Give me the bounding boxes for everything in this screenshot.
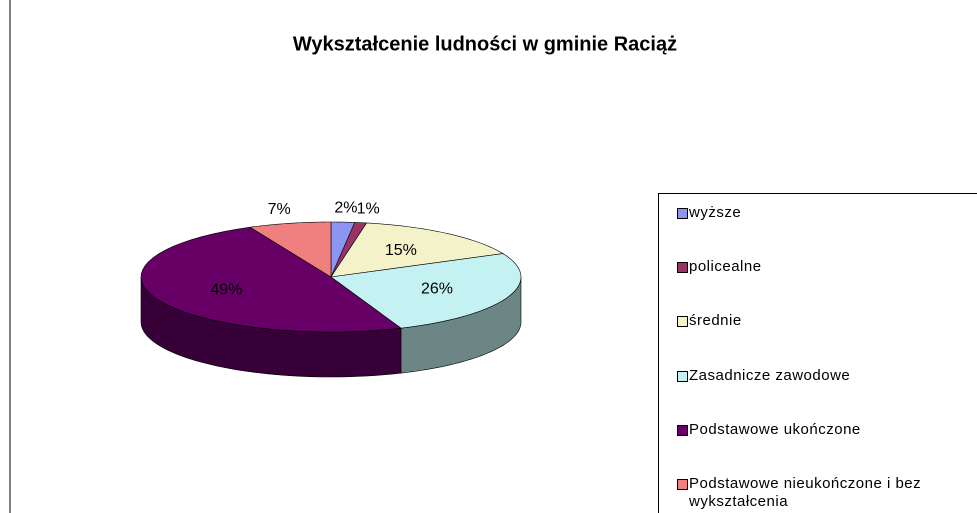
legend-label: Zasadnicze zawodowe <box>689 366 851 384</box>
legend-swatch <box>677 479 688 490</box>
legend-item: Zasadnicze zawodowe <box>677 367 967 385</box>
pie-slice <box>140 226 402 333</box>
legend-item: wyższe <box>677 204 967 222</box>
legend-label: Podstawowe nieukończone i bez wykształce… <box>689 475 922 510</box>
data-label: 49% <box>210 281 242 298</box>
legend-label: średnie <box>689 312 742 330</box>
legend-swatch <box>677 262 688 274</box>
pie-slice <box>330 222 504 278</box>
legend-item: Podstawowe nieukończone i bez wykształce… <box>677 475 967 511</box>
chart-title: Wykształcenie ludności w gminie Raciąż <box>293 33 677 55</box>
pie-slice <box>249 221 332 278</box>
legend-item: policealne <box>677 258 967 276</box>
data-label: 15% <box>385 242 417 259</box>
legend-swatch <box>677 208 688 219</box>
data-label: 26% <box>421 280 453 297</box>
legend-label: policealne <box>689 258 762 276</box>
legend-swatch <box>677 424 688 436</box>
pie-slice <box>330 253 522 329</box>
legend-item: średnie <box>677 312 967 330</box>
legend: wyższe policealne średnie Zasadnicze zawodo… <box>658 193 977 513</box>
legend-label: wyższe <box>689 204 742 221</box>
legend-swatch <box>677 370 688 382</box>
data-label: 2% <box>334 200 357 217</box>
legend-item: Podstawowe ukończone <box>677 421 967 439</box>
data-label: 7% <box>268 201 291 218</box>
legend-swatch <box>677 316 688 328</box>
legend-label: Podstawowe ukończone <box>689 420 861 438</box>
data-label: 1% <box>357 200 380 217</box>
